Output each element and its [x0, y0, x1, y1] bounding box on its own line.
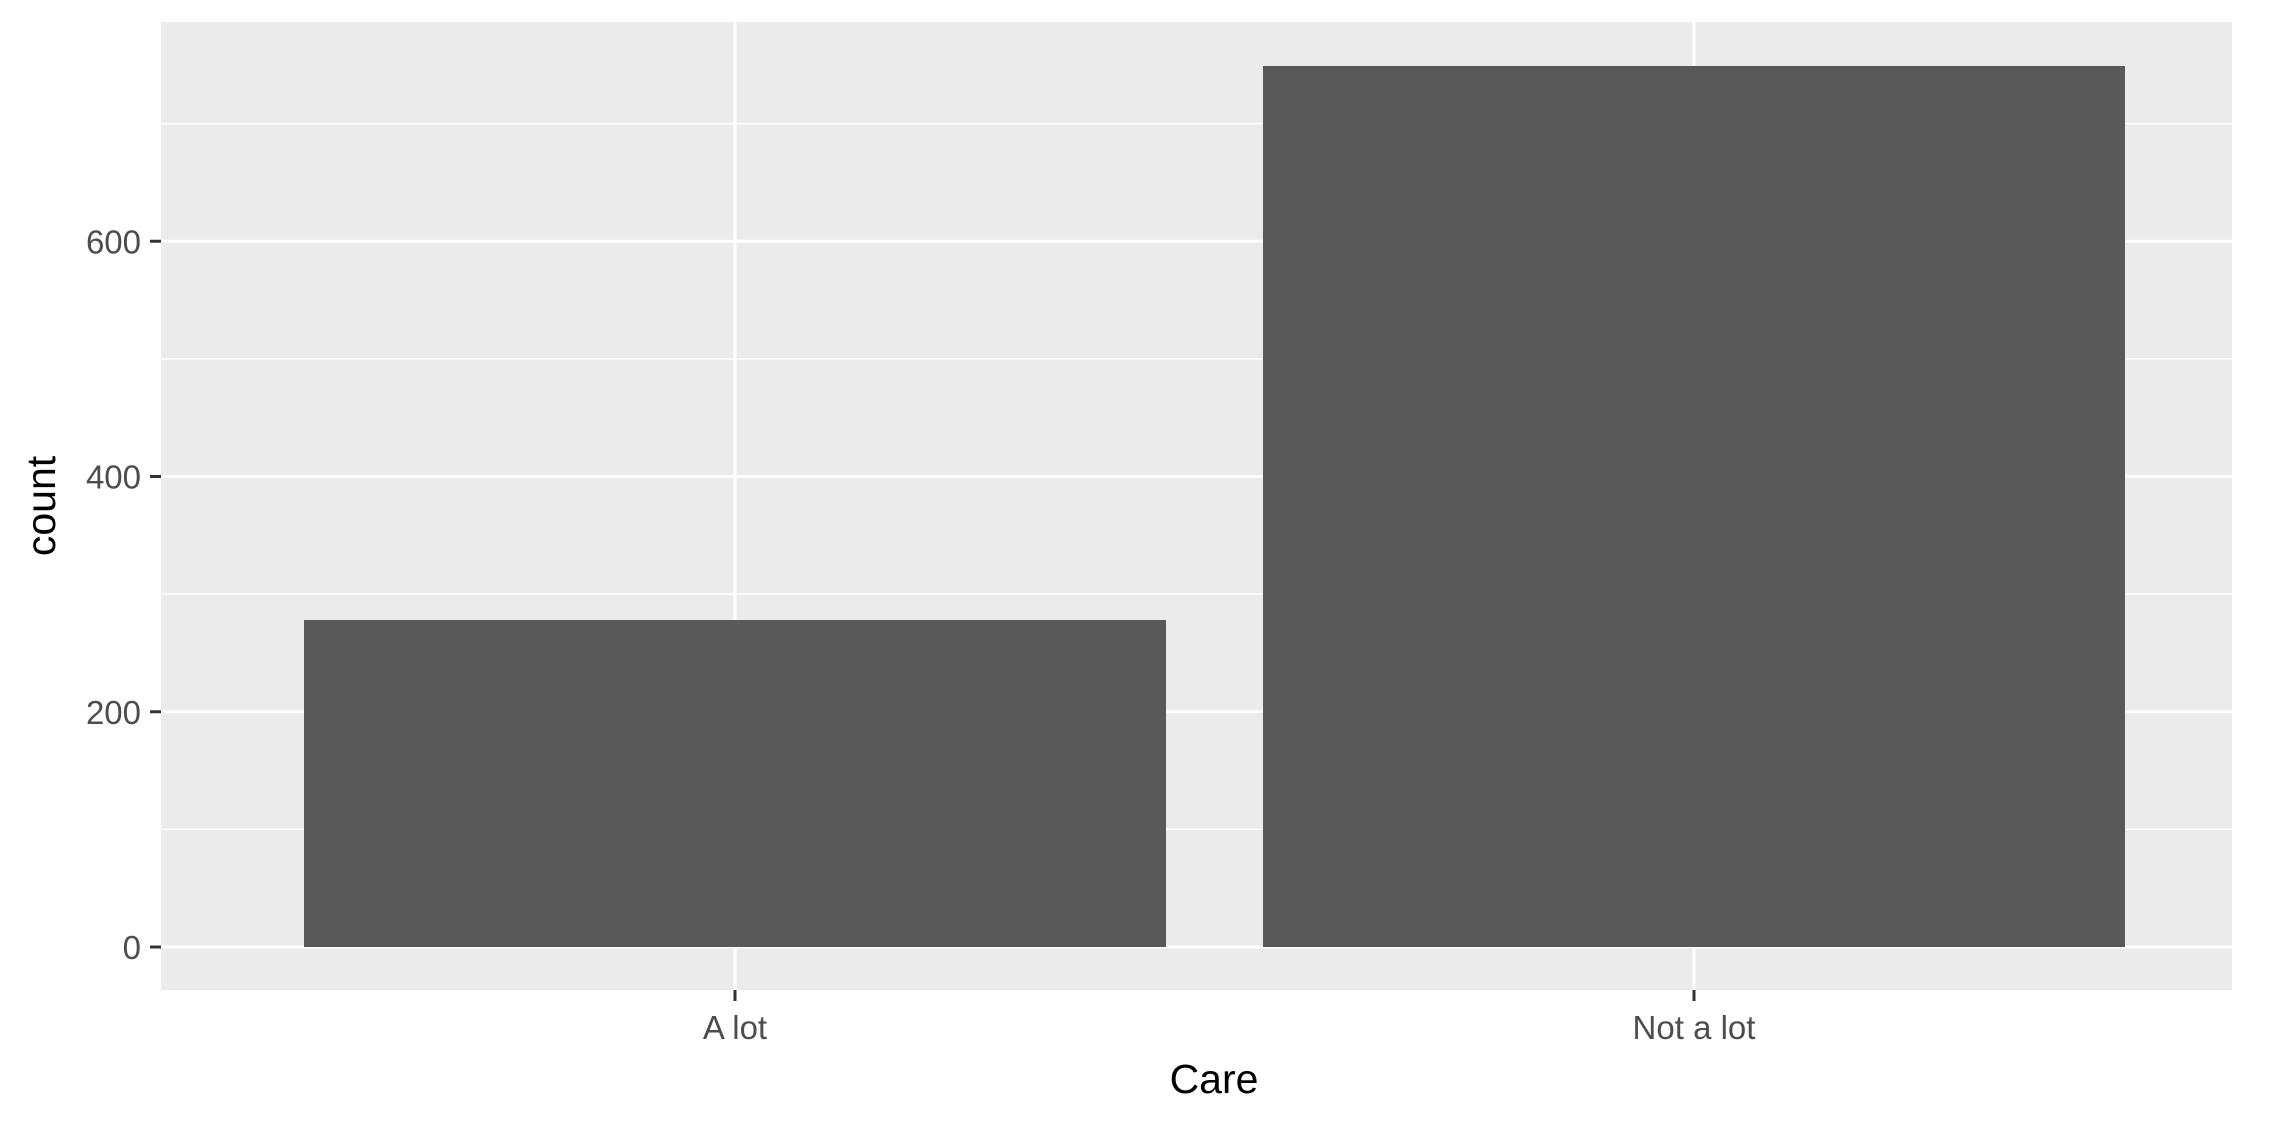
y-tick-label: 600 — [86, 223, 141, 260]
x-tick-label: A lot — [703, 1009, 767, 1046]
bars — [304, 66, 2125, 947]
bar-a-lot — [304, 620, 1166, 947]
y-tick-label: 0 — [123, 929, 141, 966]
x-tick-label: Not a lot — [1633, 1009, 1756, 1046]
x-axis: A lot Not a lot — [703, 990, 1756, 1046]
y-axis-title: count — [18, 455, 64, 556]
y-tick-label: 200 — [86, 694, 141, 731]
x-axis-title: Care — [1170, 1056, 1259, 1102]
y-tick-label: 400 — [86, 459, 141, 496]
y-axis: 0 200 400 600 — [86, 223, 161, 966]
bar-not-a-lot — [1263, 66, 2125, 947]
